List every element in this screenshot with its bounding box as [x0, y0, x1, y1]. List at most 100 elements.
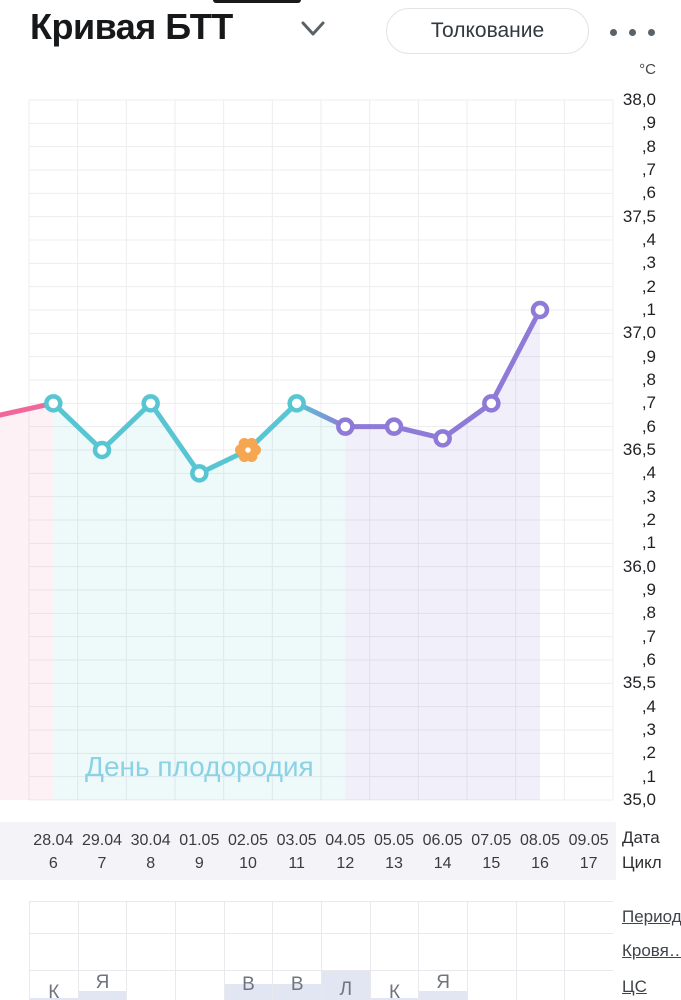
y-tick-label: ,4 — [641, 696, 656, 716]
symptom-cell[interactable] — [468, 902, 517, 934]
symptom-cell[interactable]: К — [370, 971, 420, 1000]
cervical-mucus-bar — [273, 984, 321, 1000]
y-tick-label: ,7 — [641, 626, 656, 646]
date-value: 06.05 — [422, 832, 463, 849]
date-column[interactable]: 08.05 16 — [516, 822, 565, 880]
cervical-mucus-letter: Я — [436, 972, 451, 993]
symptom-cell[interactable]: Я — [419, 971, 468, 1000]
symptom-cell[interactable] — [468, 934, 517, 971]
symptom-cell[interactable] — [565, 934, 613, 971]
symptom-cell[interactable] — [516, 902, 566, 934]
date-column[interactable]: 28.04 6 — [29, 822, 78, 880]
y-tick-label: ,1 — [641, 533, 656, 553]
y-tick-label: 38,0 — [622, 90, 656, 109]
date-value: 29.04 — [81, 832, 122, 849]
date-column[interactable]: 09.05 17 — [564, 822, 613, 880]
temperature-point[interactable] — [190, 464, 209, 483]
symptom-cell[interactable] — [78, 902, 128, 934]
date-column[interactable]: 30.04 8 — [126, 822, 175, 880]
y-tick-label: ,9 — [641, 580, 656, 599]
symptom-cell[interactable] — [565, 971, 613, 1000]
symptom-cell[interactable] — [127, 971, 176, 1000]
symptom-cell[interactable] — [176, 902, 225, 934]
symptom-cell[interactable]: В — [224, 971, 274, 1000]
cervical-mucus-bar — [30, 998, 78, 1000]
symptom-cell[interactable] — [322, 902, 371, 934]
temperature-point[interactable] — [384, 417, 404, 436]
cycle-day-value: 10 — [239, 855, 257, 872]
symptom-cell[interactable] — [516, 934, 566, 971]
symptom-cell[interactable]: Я — [78, 971, 128, 1000]
cycle-row-label: Цикл — [622, 853, 662, 872]
interpretation-button[interactable]: Толкование — [386, 8, 589, 54]
temperature-point[interactable] — [336, 417, 355, 436]
more-menu-button[interactable] — [610, 29, 655, 36]
date-column[interactable]: 01.05 9 — [175, 822, 224, 880]
date-value: 01.05 — [179, 832, 220, 849]
symptom-cell[interactable] — [78, 934, 128, 971]
symptom-cell[interactable] — [127, 934, 176, 971]
date-column[interactable]: 07.05 15 — [467, 822, 516, 880]
symptom-cell[interactable] — [224, 934, 274, 971]
symptom-cell[interactable] — [176, 971, 225, 1000]
y-tick-label: ,8 — [641, 370, 656, 389]
fertility-flower-icon[interactable] — [235, 437, 261, 463]
y-tick-label: ,6 — [641, 650, 656, 669]
date-value: 03.05 — [276, 832, 317, 849]
symptom-cell[interactable] — [176, 934, 225, 971]
symptom-cell[interactable]: Л — [322, 971, 371, 1000]
cycle-day-value: 7 — [97, 855, 107, 872]
symptom-cell[interactable] — [127, 902, 176, 934]
y-tick-label: ,3 — [641, 253, 656, 273]
symptom-cell[interactable] — [30, 934, 79, 971]
page-title[interactable]: Кривая БТТ — [30, 6, 233, 47]
cycle-day-value: 16 — [531, 855, 549, 872]
cervical-mucus-letter: В — [290, 974, 304, 995]
period-row-link[interactable]: Период — [622, 907, 681, 926]
symptom-cell[interactable] — [565, 902, 613, 934]
temperature-point[interactable] — [44, 394, 63, 413]
symptom-cell[interactable] — [273, 902, 322, 934]
symptom-cell[interactable] — [419, 934, 468, 971]
temperature-point[interactable] — [287, 394, 306, 413]
symptom-cell[interactable] — [517, 971, 566, 1000]
cervical-mucus-row-link[interactable]: ЦС — [622, 977, 647, 996]
symptom-cell[interactable] — [419, 902, 468, 934]
date-axis-band: 28.04 6 29.04 7 30.04 8 01.05 9 02.05 10 03.05 11 04… — [0, 822, 681, 880]
y-tick-label: ,2 — [641, 510, 656, 529]
symptom-cell[interactable] — [370, 934, 420, 971]
symptom-cell[interactable] — [273, 934, 322, 971]
y-tick-label: ,1 — [641, 300, 656, 319]
temperature-point[interactable] — [141, 394, 160, 413]
date-column[interactable]: 06.05 14 — [418, 822, 467, 880]
cycle-day-value: 8 — [146, 855, 156, 872]
spotting-row-link[interactable]: Кровя… — [622, 941, 681, 960]
cervical-mucus-bar — [78, 991, 127, 1000]
temperature-point[interactable] — [482, 394, 501, 413]
temperature-chart — [0, 99, 614, 801]
symptom-cell[interactable] — [224, 902, 274, 934]
date-column[interactable]: 02.05 10 — [224, 822, 273, 880]
chevron-down-icon[interactable] — [298, 18, 328, 40]
symptom-cell[interactable] — [322, 934, 371, 971]
date-column[interactable]: 03.05 11 — [272, 822, 321, 880]
symptom-cell[interactable]: В — [273, 971, 322, 1000]
temperature-point[interactable] — [530, 300, 550, 320]
symptom-cell[interactable] — [30, 902, 79, 934]
date-column[interactable]: 29.04 7 — [78, 822, 127, 880]
temperature-point[interactable] — [433, 429, 452, 448]
cervical-mucus-letter: К — [388, 982, 401, 1000]
symptom-cell[interactable] — [370, 902, 420, 934]
date-band-background — [0, 822, 616, 880]
y-tick-label: 35,0 — [622, 790, 656, 809]
symptom-cell[interactable]: К — [30, 971, 79, 1000]
temperature-point[interactable] — [92, 440, 112, 460]
status-bar-remnant — [213, 0, 301, 3]
y-tick-label: ,4 — [641, 230, 656, 249]
symptom-cell[interactable] — [468, 971, 517, 1000]
date-column[interactable]: 05.05 13 — [370, 822, 419, 880]
pre-ovulation-area-fill — [53, 403, 346, 800]
date-column[interactable]: 04.05 12 — [321, 822, 370, 880]
y-tick-label: ,9 — [641, 346, 656, 366]
